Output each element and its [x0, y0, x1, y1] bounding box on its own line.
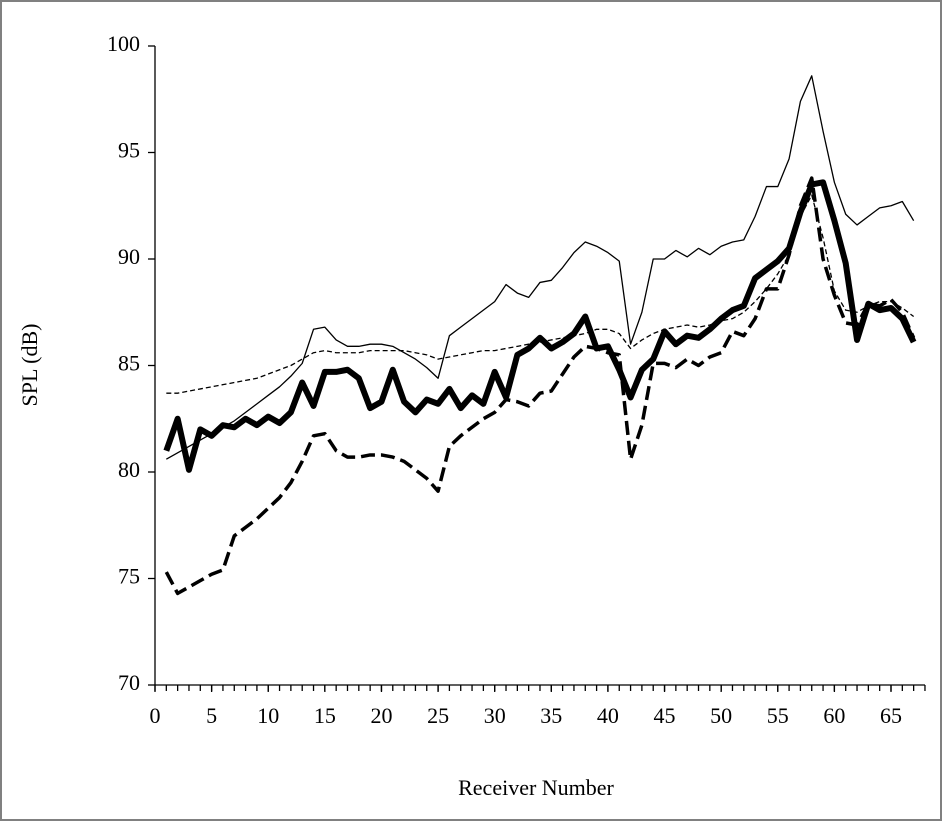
x-tick-label: 20 [370, 703, 392, 728]
x-tick-label: 30 [484, 703, 506, 728]
y-tick-label: 100 [107, 31, 140, 56]
series-line [166, 75, 915, 460]
x-tick-label: 35 [540, 703, 562, 728]
y-tick-label: 95 [118, 138, 140, 163]
x-tick-label: 50 [710, 703, 732, 728]
y-tick-label: 80 [118, 457, 140, 482]
y-axis-label: SPL (dB) [17, 324, 42, 407]
x-tick-label: 65 [880, 703, 902, 728]
x-tick-label: 40 [597, 703, 619, 728]
x-tick-label: 15 [314, 703, 336, 728]
y-tick-label: 90 [118, 244, 140, 269]
series-line [164, 176, 916, 596]
y-tick-label: 75 [118, 564, 140, 589]
x-tick-label: 0 [150, 703, 161, 728]
x-axis-label: Receiver Number [458, 775, 614, 800]
series-line [163, 179, 917, 473]
x-tick-label: 25 [427, 703, 449, 728]
x-tick-label: 10 [257, 703, 279, 728]
x-tick-label: 60 [823, 703, 845, 728]
y-tick-label: 85 [118, 351, 140, 376]
y-tick-label: 70 [118, 670, 140, 695]
x-tick-label: 55 [767, 703, 789, 728]
x-tick-label: 45 [654, 703, 676, 728]
x-tick-label: 5 [206, 703, 217, 728]
